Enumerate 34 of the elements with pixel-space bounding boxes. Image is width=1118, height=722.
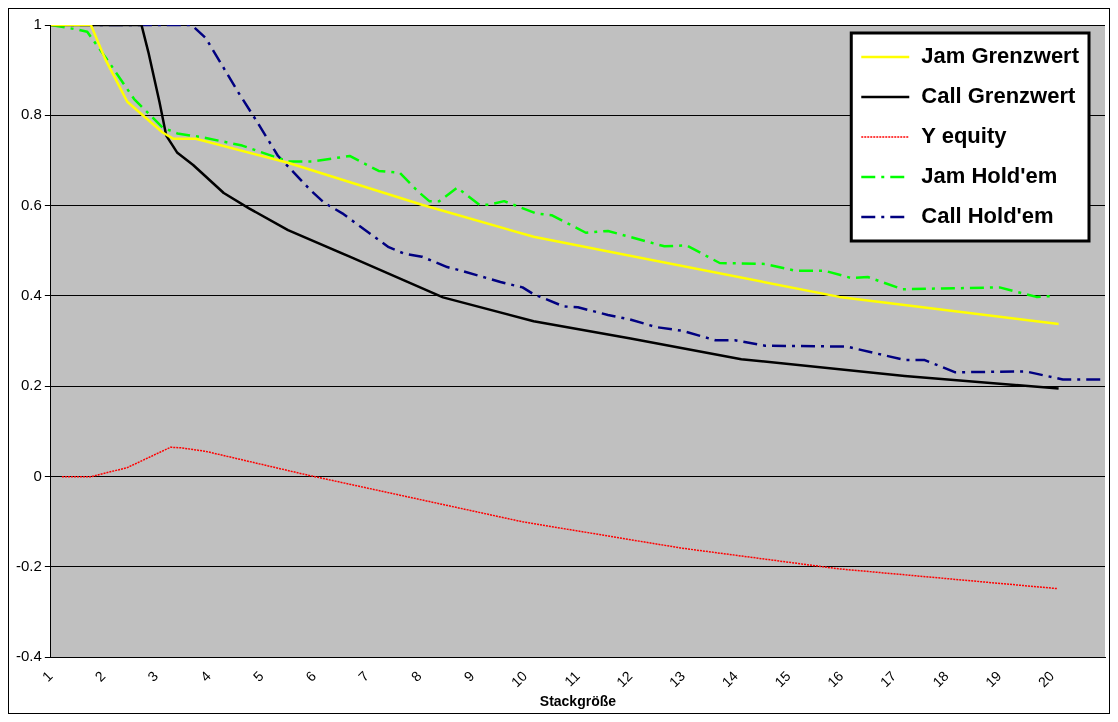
legend-label: Jam Hold'em (921, 163, 1058, 189)
y-tick-label: 1 (33, 15, 42, 33)
x-tick-label: 15 (771, 667, 794, 691)
legend-label: Call Hold'em (921, 203, 1054, 229)
y-tick-label: 0.2 (20, 376, 42, 394)
x-tick-label: 6 (302, 667, 320, 685)
x-tick-label: 18 (929, 667, 952, 691)
x-tick-label: 20 (1034, 667, 1058, 691)
x-tick-label: 3 (144, 667, 162, 685)
x-tick-label: 16 (823, 667, 847, 691)
y-tick-label: 0.6 (20, 195, 42, 213)
x-tick-label: 9 (460, 667, 478, 685)
legend-label: Jam Grenzwert (921, 43, 1080, 69)
x-tick-label: 7 (355, 667, 373, 685)
y-tick-label: 0.4 (20, 286, 42, 304)
x-tick-label: 8 (407, 667, 425, 685)
y-tick-label: 0.8 (20, 105, 42, 123)
y-tick-label: 0 (33, 466, 42, 484)
x-tick-label: 14 (718, 667, 742, 691)
x-tick-label: 19 (982, 667, 1005, 691)
x-tick-label: 11 (561, 667, 583, 690)
legend-label: Y equity (921, 123, 1008, 149)
y-tick-label: -0.2 (15, 557, 42, 575)
y-tick-label: -0.4 (15, 647, 42, 665)
x-tick-label: 12 (613, 667, 636, 691)
x-tick-label: 2 (91, 667, 109, 685)
x-tick-label: 10 (507, 667, 531, 691)
line-series (61, 446, 1059, 590)
x-tick-label: 4 (196, 667, 214, 685)
x-tick-label: 5 (249, 667, 267, 685)
x-tick-label: 17 (876, 667, 900, 691)
legend-label: Call Grenzwert (921, 83, 1076, 109)
x-axis-title: Stackgröße (539, 693, 617, 710)
x-tick-label: 13 (665, 667, 689, 691)
